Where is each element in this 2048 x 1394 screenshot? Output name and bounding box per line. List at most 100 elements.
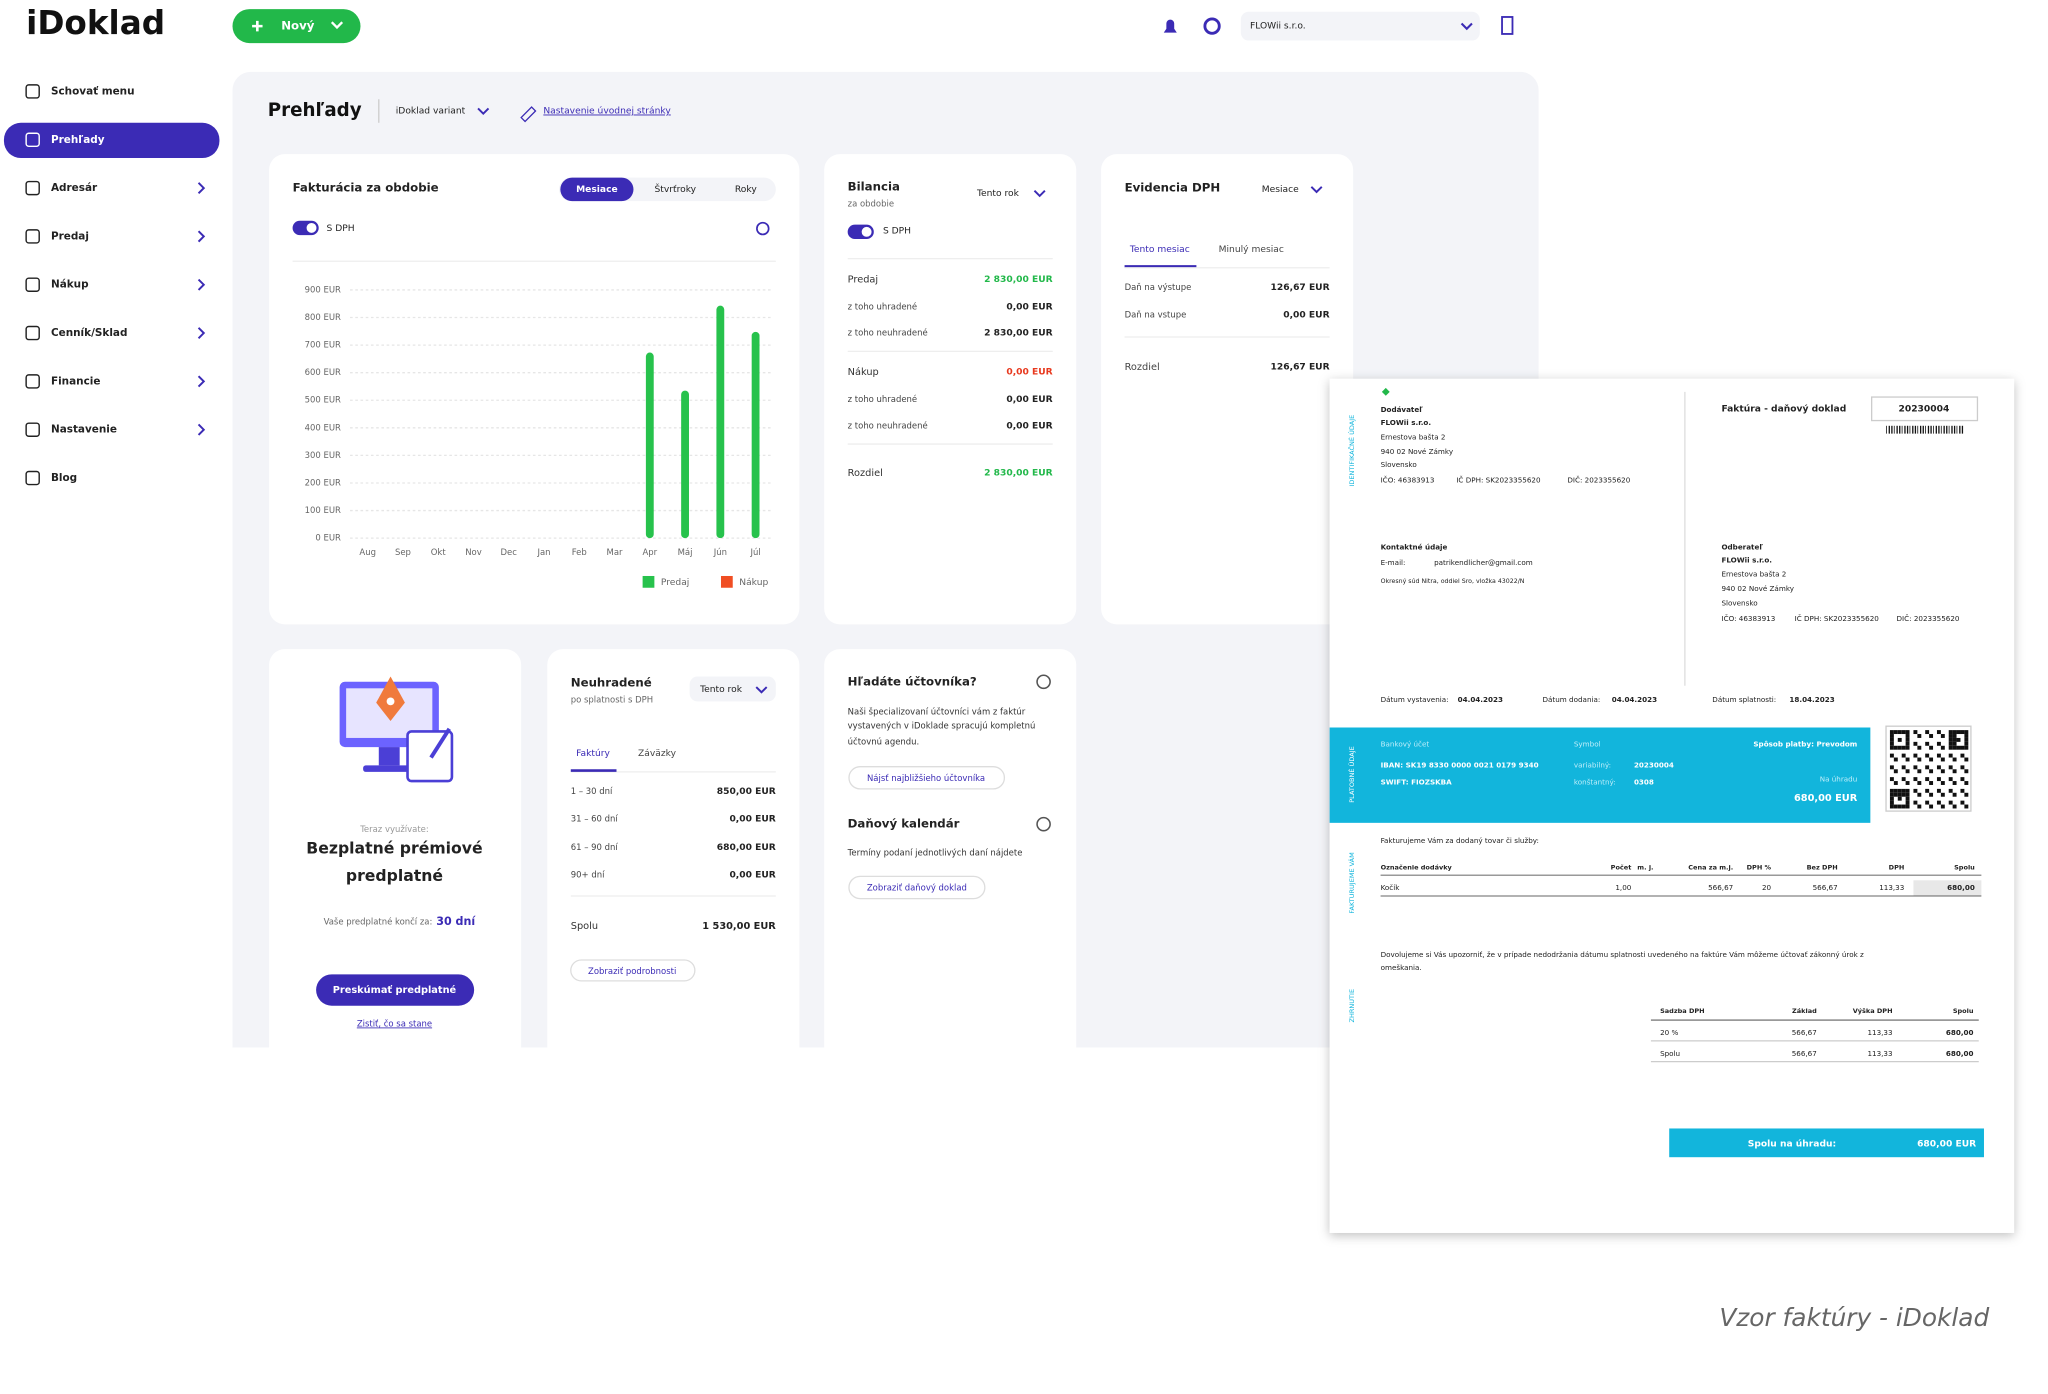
payment-label: Bankový účet [1381, 739, 1430, 748]
tab[interactable]: Roky [735, 185, 757, 195]
y-tick-label: 100 EUR [305, 505, 341, 515]
select[interactable] [689, 676, 776, 702]
tab[interactable]: Minulý mesiac [1219, 245, 1284, 255]
date-label: Dátum dodania: [1543, 695, 1601, 704]
button[interactable] [570, 959, 696, 982]
accountant-card [824, 649, 1077, 1048]
qr-cell [1901, 792, 1906, 797]
qr-cell [1889, 730, 1894, 735]
bar [681, 390, 689, 539]
button[interactable] [848, 875, 986, 900]
menu-item[interactable]: Nákup [51, 279, 89, 291]
qr-cell [1956, 745, 1961, 750]
qr-cell [1929, 804, 1934, 809]
settings-link[interactable]: Nastavenie úvodnej stránky [543, 107, 671, 117]
tab[interactable]: Mesiace [576, 185, 618, 195]
new-button-label[interactable]: Nový [281, 19, 315, 33]
row-label: Daň na vstupe [1125, 309, 1187, 319]
row-label: Daň na výstupe [1125, 282, 1192, 292]
row-label: Spolu [571, 921, 598, 932]
company-name[interactable]: FLOWii s.r.o. [1250, 22, 1306, 32]
button-label[interactable]: Zobraziť podrobnosti [588, 966, 676, 976]
qr-cell [1917, 792, 1922, 797]
tab[interactable]: Záväzky [638, 749, 677, 759]
qr-cell [1952, 737, 1957, 742]
customer-id: IČO: 46383913 [1721, 614, 1775, 623]
menu-item[interactable]: Nastavenie [51, 424, 117, 436]
settings-icon[interactable] [756, 221, 770, 236]
tab[interactable]: Faktúry [576, 749, 610, 759]
menu-item[interactable]: Blog [51, 472, 77, 484]
qr-cell [1952, 804, 1957, 809]
payment-label: Symbol [1574, 739, 1601, 748]
new-button[interactable] [232, 9, 361, 44]
qr-cell [1952, 781, 1957, 785]
qr-cell [1960, 745, 1965, 750]
help-icon[interactable] [1203, 17, 1221, 35]
barcode-bar [1948, 425, 1950, 434]
qr-cell [1889, 800, 1894, 805]
y-tick-label: 0 EUR [315, 533, 341, 543]
supplier-line: Ernestova bašta 2 [1381, 433, 1446, 442]
menu-item[interactable]: Cenník/Sklad [51, 327, 127, 339]
swift: SWIFT: FIOZSKBA [1381, 777, 1453, 786]
period-select[interactable]: Tento rok [976, 189, 1020, 199]
barcode-bar [1933, 425, 1934, 434]
customer-id: DIČ: 2023355620 [1896, 614, 1959, 623]
link[interactable]: Zistiť, čo sa stane [357, 1018, 432, 1028]
qr-cell [1893, 745, 1898, 750]
tab[interactable]: Tento mesiac [1129, 245, 1190, 255]
row-label: Rozdiel [848, 468, 883, 479]
card-title: Evidencia DPH [1125, 181, 1221, 195]
menu-item[interactable]: Prehľady [51, 134, 105, 146]
menu-item[interactable]: Adresár [51, 182, 98, 194]
menu-item[interactable]: Predaj [51, 230, 89, 242]
row-value: 850,00 EUR [717, 787, 776, 797]
qr-cell [1913, 765, 1918, 770]
barcode-bar [1912, 425, 1914, 434]
button-label[interactable]: Preskúmať predplatné [333, 984, 457, 996]
row-value: 2 830,00 EUR [984, 468, 1053, 478]
qr-cell [1952, 745, 1957, 750]
balance-card [824, 154, 1077, 625]
button[interactable] [316, 974, 475, 1006]
text-line: Termíny podaní jednotlivých daní nájdete [847, 847, 1023, 857]
qr-cell [1897, 745, 1902, 750]
qr-cell [1925, 800, 1930, 805]
item-cell: Kočík [1381, 883, 1401, 892]
qr-cell [1964, 804, 1969, 809]
subscription-card [269, 649, 522, 1048]
menu-icon [25, 470, 40, 486]
barcode-bar [1901, 425, 1903, 434]
barcode-bar [1943, 425, 1945, 434]
bell-icon[interactable] [1163, 19, 1177, 33]
barcode-bar [1917, 425, 1919, 434]
y-tick-label: 700 EUR [305, 340, 341, 350]
period-select[interactable]: Tento rok [699, 685, 743, 695]
company-select[interactable] [1240, 11, 1480, 41]
payment-band [1329, 727, 1871, 823]
qr-cell [1913, 800, 1918, 805]
button-label[interactable]: Zobraziť daňový doklad [867, 883, 967, 893]
period-select[interactable]: Mesiace [1262, 185, 1299, 195]
menu-item[interactable]: Financie [51, 375, 100, 387]
qr-cell [1964, 730, 1969, 735]
qr-cell [1901, 765, 1906, 770]
pen-icon [520, 106, 537, 123]
row-value: 0,00 EUR [1283, 310, 1329, 320]
supplier-line: FLOWii s.r.o. [1381, 418, 1432, 427]
variant-select[interactable]: iDoklad variant [396, 107, 466, 117]
x-tick-label: Júl [749, 547, 760, 557]
qr-cell [1913, 753, 1918, 758]
qr-cell [1952, 741, 1957, 746]
tab[interactable]: Štvrťroky [654, 183, 696, 195]
ends-value: 30 dní [436, 915, 476, 928]
menu-item[interactable]: Schovať menu [51, 85, 135, 97]
logout-icon[interactable] [1501, 16, 1514, 35]
button-label[interactable]: Nájsť najbližšieho účtovníka [867, 773, 985, 783]
barcode-bar [1927, 425, 1930, 434]
main-area: Prehľady iDoklad variant Nastavenie úvodne… [232, 71, 1539, 1048]
qr-cell [1913, 730, 1918, 735]
customer-line: Slovensko [1721, 598, 1757, 607]
button[interactable] [848, 766, 1006, 790]
